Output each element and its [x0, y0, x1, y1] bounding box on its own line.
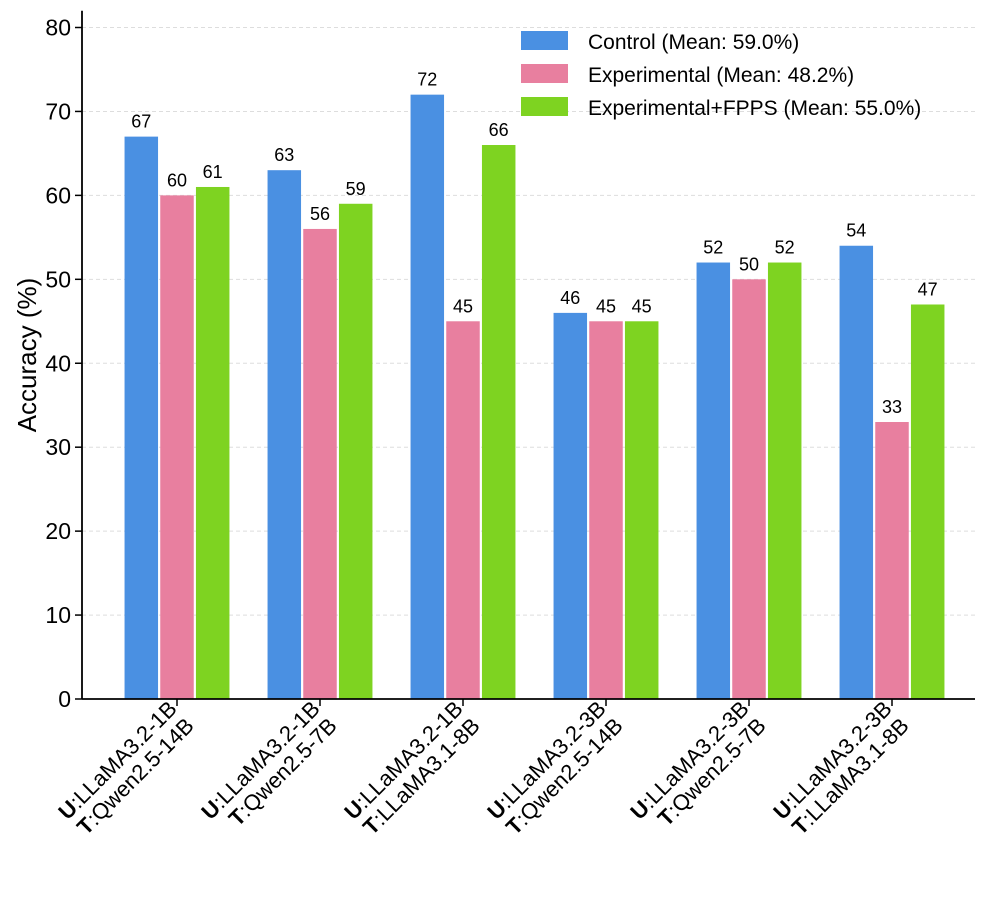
- y-axis-ticks: 0 10 20 30 40 50 60 70 80: [45, 15, 82, 712]
- x-tick-label: U:LLaMA3.2-3BT:Qwen2.5-7B: [625, 696, 770, 831]
- bar: [875, 422, 909, 699]
- x-tick-label: U:LLaMA3.2-1BT:Qwen2.5-7B: [196, 696, 341, 831]
- y-tick-label: 80: [45, 15, 71, 41]
- bar-value-labels: 67 63 72 46 52 54 60 56 45 45 50 33 61 59 66 45 52 47: [131, 70, 937, 417]
- bar-value-label: 72: [417, 70, 437, 90]
- bar: [160, 195, 194, 699]
- bar: [839, 245, 874, 700]
- legend-entry: Experimental (Mean: 48.2%): [588, 64, 854, 87]
- bar: [767, 262, 802, 699]
- y-tick-label: 30: [45, 434, 71, 460]
- bar-value-label: 59: [346, 179, 366, 199]
- bar-value-label: 45: [596, 296, 616, 316]
- y-tick-label: 50: [45, 266, 71, 292]
- bar: [267, 170, 302, 700]
- legend: Control (Mean: 59.0%) Experimental (Mean:…: [521, 31, 921, 120]
- bar-value-label: 33: [882, 397, 902, 417]
- bar: [195, 186, 230, 699]
- bar-value-label: 66: [489, 120, 509, 140]
- bar: [624, 321, 659, 699]
- bar-value-label: 54: [846, 221, 866, 241]
- bar-value-label: 46: [560, 288, 580, 308]
- x-tick-label: U:LLaMA3.2-1BT:Qwen2.5-14B: [53, 696, 198, 840]
- bar: [124, 136, 159, 699]
- x-tick-label: U:LLaMA3.2-3BT:Qwen2.5-14B: [482, 696, 627, 840]
- y-tick-label: 0: [58, 686, 71, 712]
- legend-entry: Experimental+FPPS (Mean: 55.0%): [588, 97, 921, 120]
- x-tick-label: U:LLaMA3.2-3BT:LLaMA3.1-8B: [768, 696, 913, 840]
- bar-value-label: 56: [310, 204, 330, 224]
- y-tick-label: 40: [45, 350, 71, 376]
- bar: [696, 262, 731, 699]
- legend-swatch: [521, 97, 568, 116]
- bar-value-label: 45: [632, 296, 652, 316]
- bar: [303, 228, 337, 699]
- bar-value-label: 67: [131, 112, 151, 132]
- legend-swatch: [521, 64, 568, 83]
- bar: [732, 279, 766, 699]
- y-tick-label: 70: [45, 98, 71, 124]
- bar: [338, 203, 373, 700]
- legend-swatch: [521, 31, 568, 50]
- bar-value-label: 52: [775, 238, 795, 258]
- bar-value-label: 50: [739, 254, 759, 274]
- bar: [553, 312, 588, 699]
- bar-value-label: 60: [167, 170, 187, 190]
- bar-value-label: 63: [274, 145, 294, 165]
- bars: [124, 94, 945, 700]
- bar-value-label: 52: [703, 238, 723, 258]
- bar: [481, 145, 516, 699]
- bar: [589, 321, 623, 699]
- bar-value-label: 47: [918, 279, 938, 299]
- y-tick-label: 20: [45, 518, 71, 544]
- y-axis-label: Accuracy (%): [12, 278, 42, 433]
- axes: [81, 10, 975, 700]
- x-axis-ticks: U:LLaMA3.2-1BT:Qwen2.5-14BU:LLaMA3.2-1BT…: [53, 696, 913, 840]
- y-tick-label: 60: [45, 182, 71, 208]
- bar: [446, 321, 480, 699]
- gridlines: [82, 27, 975, 616]
- bar-value-label: 61: [203, 162, 223, 182]
- bar-value-label: 45: [453, 296, 473, 316]
- bar: [910, 304, 945, 699]
- legend-entry: Control (Mean: 59.0%): [588, 31, 799, 54]
- bar: [410, 94, 445, 699]
- y-tick-label: 10: [45, 602, 71, 628]
- x-tick-label: U:LLaMA3.2-1BT:LLaMA3.1-8B: [339, 696, 484, 840]
